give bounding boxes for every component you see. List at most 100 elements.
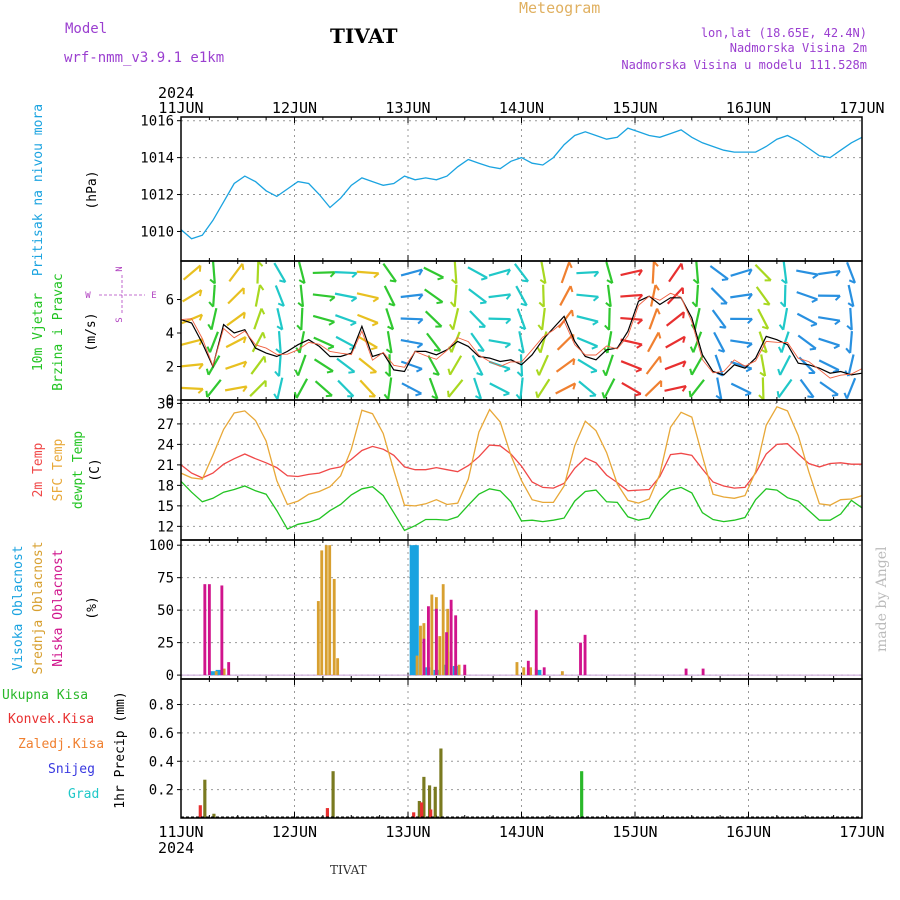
wind-arrow-head xyxy=(521,279,529,283)
wind-arrow xyxy=(313,358,334,373)
wind-arrow-head xyxy=(777,346,783,353)
wind-arrow-head xyxy=(198,289,203,297)
wind-arrow-head xyxy=(516,371,523,377)
wind-arrow xyxy=(695,284,700,307)
wind-arrow-head xyxy=(475,395,482,400)
model-label: Model xyxy=(65,21,107,37)
dewpt-ylabel: dewpt Temp xyxy=(71,431,86,509)
wind-arrow-head xyxy=(259,284,265,291)
wind-arrow-head xyxy=(747,293,753,300)
y-tick-label: 1012 xyxy=(140,188,174,204)
wind-arrow xyxy=(536,378,551,399)
wind-arrow-head xyxy=(432,372,440,376)
precip-bar xyxy=(412,812,416,818)
wind-arrow-head xyxy=(447,368,452,375)
cloud-bar xyxy=(522,667,526,676)
wind-arrow xyxy=(782,307,789,330)
y-tick-label: 0.6 xyxy=(149,726,174,742)
wind-arrow-head xyxy=(590,369,598,374)
wind-arrow-head xyxy=(843,392,848,400)
wind-arrow-head xyxy=(536,346,542,354)
wind-arrow xyxy=(356,270,379,275)
wind-arrow xyxy=(181,363,204,368)
compass-west: W xyxy=(85,291,91,301)
wind-arrow-head xyxy=(833,344,840,350)
cloud-bar xyxy=(454,615,458,676)
x-tick-label-top: 13JUN xyxy=(385,99,430,117)
wind-arrow xyxy=(576,270,599,275)
wind-arrow xyxy=(621,381,642,395)
wind-arrow-head xyxy=(636,318,643,325)
wind-arrow xyxy=(453,284,458,307)
wind-arrow xyxy=(336,357,356,373)
wind-arrow xyxy=(693,307,701,330)
cloud-bar xyxy=(457,664,461,676)
wind-arrow-head xyxy=(198,265,202,272)
wind-arrow-head xyxy=(431,395,438,400)
wind-arrow xyxy=(447,379,464,398)
wind-arrow xyxy=(426,332,442,352)
elevation-line: Nadmorska Visina 2m xyxy=(730,41,867,55)
wind-arrow-head xyxy=(682,312,685,319)
wind-arrow xyxy=(651,261,655,284)
wind-arrow-head xyxy=(209,278,216,285)
wind-arrow-head xyxy=(780,278,788,285)
wind-arrow xyxy=(225,360,247,370)
wind-arrow xyxy=(710,287,728,305)
panel-border-3 xyxy=(180,539,863,680)
wind-arrow xyxy=(208,331,219,353)
cloud-bar xyxy=(220,585,224,676)
wind-arrow xyxy=(274,285,285,307)
wind-arrow-head xyxy=(434,349,441,352)
y-tick-label: 1016 xyxy=(140,114,174,130)
wind-arrow xyxy=(709,265,729,281)
wind-arrow xyxy=(449,355,463,376)
wind-arrow xyxy=(253,308,263,330)
cloud-bar xyxy=(515,662,519,676)
wind-arrow-head xyxy=(294,369,299,377)
y-tick-label: 1014 xyxy=(140,151,174,167)
precip-total-label: Ukupna Kisa xyxy=(2,688,88,703)
precip-freezing-label: Zaledj.Kisa xyxy=(18,737,104,752)
pressure-ylabel: Pritisak na nivou mora xyxy=(31,104,46,276)
panel-0: 1010 1012 1014 1016 xyxy=(140,114,863,261)
wind-arrow xyxy=(295,378,309,399)
wind-arrow-head xyxy=(198,338,204,346)
wind-arrow xyxy=(664,384,687,392)
wind-arrow-head xyxy=(807,395,814,399)
wind-arrow xyxy=(665,311,685,327)
cloud-bar xyxy=(438,636,442,676)
wind-arrow-head xyxy=(436,301,443,305)
cloud-bar xyxy=(542,667,546,676)
precip-conv-label: Konvek.Kisa xyxy=(8,712,94,727)
wind-arrow-head xyxy=(811,298,818,303)
wind-arrow xyxy=(556,333,575,351)
wind-arrow-head xyxy=(715,394,722,400)
wind-arrow xyxy=(782,261,788,284)
wind-arrow-head xyxy=(480,301,487,305)
wind-arrow xyxy=(797,334,817,350)
wind-arrow xyxy=(777,378,793,398)
wind-arrow xyxy=(730,293,753,299)
wind-arrow-head xyxy=(537,324,543,331)
wind-arrow-head xyxy=(519,325,526,331)
wind-arrow-head xyxy=(415,392,422,397)
wind-arrow-head xyxy=(776,391,780,398)
wind-arrow xyxy=(356,292,379,300)
wind-arrow xyxy=(849,307,853,330)
wind-arrow xyxy=(513,263,530,283)
wind-arrow-head xyxy=(689,346,695,353)
precip-bar xyxy=(331,771,335,818)
wind-arrow xyxy=(488,317,511,321)
wind-arrow-head xyxy=(591,345,598,350)
wind-arrow xyxy=(471,354,484,376)
x-tick-label-top: 16JUN xyxy=(726,99,771,117)
wind-arrow xyxy=(334,271,357,275)
wind-arrow-head xyxy=(831,393,839,397)
wind-arrow-head xyxy=(329,296,336,302)
sfc-temp-line xyxy=(180,405,863,507)
wind-arrow xyxy=(754,263,772,282)
x-tick-label-top: 17JUN xyxy=(839,99,884,117)
panel-border-2 xyxy=(180,399,863,541)
x-tick-label-bottom: 13JUN xyxy=(385,823,430,841)
